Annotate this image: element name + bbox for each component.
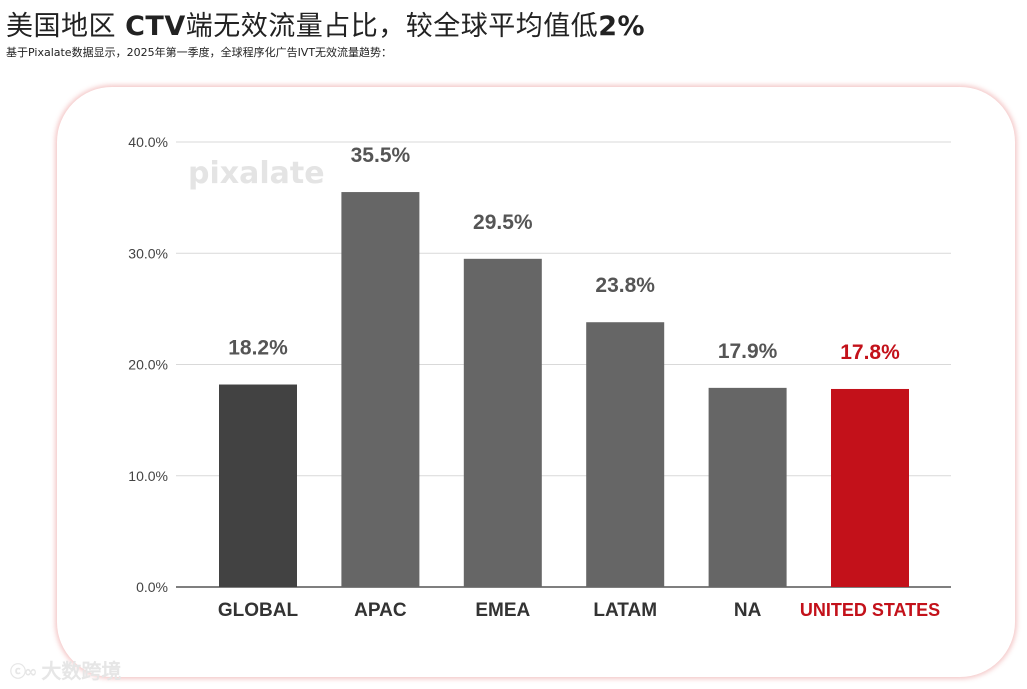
value-label: 29.5% <box>473 211 533 234</box>
title-bold-ctv: CTV <box>125 11 186 42</box>
x-tick-label: NA <box>734 600 762 621</box>
value-label: 23.8% <box>595 274 655 297</box>
value-label: 17.8% <box>840 341 900 364</box>
page-subtitle: 基于Pixalate数据显示，2025年第一季度，全球程序化广告IVT无效流量趋… <box>6 46 393 59</box>
x-tick-label: GLOBAL <box>218 600 299 621</box>
title-middle: 端无效流量占比，较全球平均值低 <box>185 11 599 42</box>
footer-brand-text: 大数跨境 <box>41 659 122 683</box>
title-bold-percent: 2% <box>598 11 646 42</box>
brand-logo-icon: ⓒ∞ <box>10 661 37 681</box>
x-tick-label: LATAM <box>593 600 657 621</box>
value-label: 35.5% <box>351 144 411 167</box>
y-tick-label: 20.0% <box>128 357 168 373</box>
x-tick-label: UNITED STATES <box>800 600 940 620</box>
x-tick-label: APAC <box>354 600 407 621</box>
y-tick-label: 40.0% <box>128 134 168 150</box>
y-tick-label: 10.0% <box>128 468 168 484</box>
page-title: 美国地区 CTV端无效流量占比，较全球平均值低2% <box>6 4 645 43</box>
y-tick-label: 0.0% <box>136 579 168 595</box>
bar-latam <box>586 322 665 587</box>
bar-emea <box>463 258 542 587</box>
bar-na <box>708 387 787 587</box>
x-tick-label: EMEA <box>475 600 530 621</box>
footer-watermark: ⓒ∞ 大数跨境 <box>10 655 121 684</box>
value-label: 18.2% <box>228 337 288 360</box>
pixalate-watermark: pixalate <box>188 156 325 191</box>
title-prefix: 美国地区 <box>6 11 126 42</box>
value-label: 17.9% <box>718 340 778 363</box>
bar-apac <box>341 192 420 587</box>
y-tick-label: 30.0% <box>128 245 168 261</box>
bar-united-states <box>831 388 909 587</box>
bar-global <box>219 384 297 587</box>
